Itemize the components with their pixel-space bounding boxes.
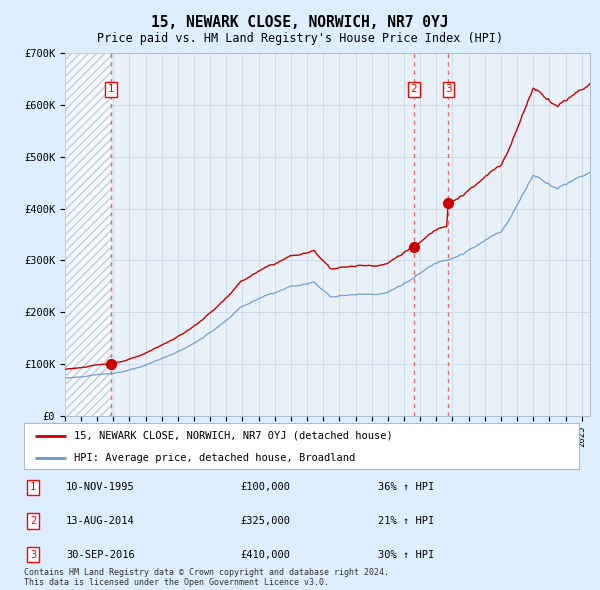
Text: 15, NEWARK CLOSE, NORWICH, NR7 0YJ: 15, NEWARK CLOSE, NORWICH, NR7 0YJ	[151, 15, 449, 30]
Text: 1: 1	[30, 483, 36, 492]
Text: Contains HM Land Registry data © Crown copyright and database right 2024.: Contains HM Land Registry data © Crown c…	[24, 568, 389, 577]
Text: 10-NOV-1995: 10-NOV-1995	[66, 483, 135, 492]
Text: HPI: Average price, detached house, Broadland: HPI: Average price, detached house, Broa…	[74, 453, 355, 463]
Text: 2: 2	[411, 84, 418, 94]
Text: 30-SEP-2016: 30-SEP-2016	[66, 550, 135, 559]
Text: 3: 3	[30, 550, 36, 559]
Text: 36% ↑ HPI: 36% ↑ HPI	[378, 483, 434, 492]
Text: 30% ↑ HPI: 30% ↑ HPI	[378, 550, 434, 559]
Text: £410,000: £410,000	[240, 550, 290, 559]
Text: 3: 3	[445, 84, 452, 94]
Text: 13-AUG-2014: 13-AUG-2014	[66, 516, 135, 526]
Text: 15, NEWARK CLOSE, NORWICH, NR7 0YJ (detached house): 15, NEWARK CLOSE, NORWICH, NR7 0YJ (deta…	[74, 431, 392, 441]
Text: £325,000: £325,000	[240, 516, 290, 526]
Bar	[65, 53, 111, 416]
Bar	[65, 53, 111, 416]
Text: 2: 2	[30, 516, 36, 526]
Bar	[65, 53, 111, 416]
Text: 1: 1	[108, 84, 115, 94]
Text: Price paid vs. HM Land Registry's House Price Index (HPI): Price paid vs. HM Land Registry's House …	[97, 32, 503, 45]
Text: This data is licensed under the Open Government Licence v3.0.: This data is licensed under the Open Gov…	[24, 578, 329, 587]
Text: £100,000: £100,000	[240, 483, 290, 492]
Text: 21% ↑ HPI: 21% ↑ HPI	[378, 516, 434, 526]
